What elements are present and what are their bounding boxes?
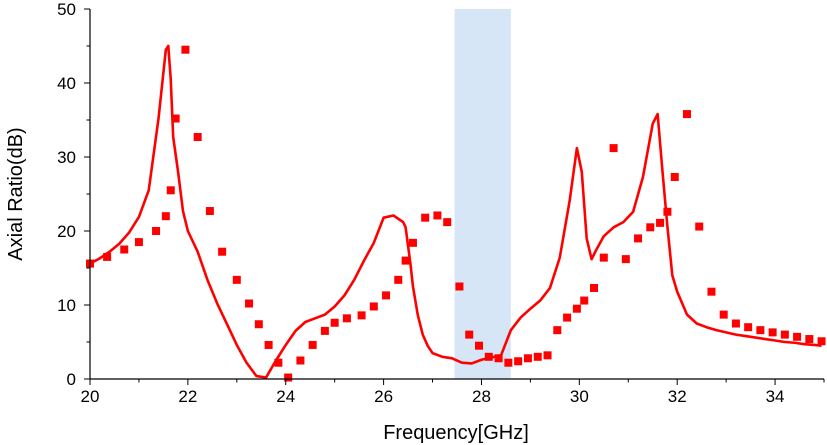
series-marker [719, 310, 728, 319]
series-marker [120, 245, 129, 254]
x-tick-label: 26 [374, 387, 393, 406]
y-tick-label: 20 [57, 222, 76, 241]
series-marker [590, 283, 599, 292]
y-tick-label: 0 [67, 370, 76, 389]
series-marker [218, 247, 227, 256]
series-layer [86, 44, 826, 382]
series-marker [103, 252, 112, 261]
series-marker [308, 340, 317, 349]
series-marker [682, 110, 691, 119]
series-marker [152, 227, 161, 235]
series-marker [443, 218, 452, 227]
series-marker [330, 318, 339, 327]
x-tick-label: 20 [81, 387, 100, 406]
series-marker [421, 213, 430, 222]
series-marker [533, 352, 542, 361]
x-tick-label: 32 [668, 387, 687, 406]
x-tick-label: 28 [472, 387, 491, 406]
series-marker [805, 335, 814, 344]
series-marker [695, 222, 704, 231]
highlight-band-layer [454, 9, 511, 379]
series-marker [394, 275, 403, 284]
series-marker [580, 296, 589, 305]
series-marker [357, 311, 366, 320]
x-tick-label: 22 [178, 387, 197, 406]
series-marker [599, 253, 608, 262]
series-marker [134, 238, 143, 247]
series-marker [572, 304, 581, 313]
x-axis-title: Frequency[GHz] [383, 422, 529, 444]
series-marker [670, 172, 679, 181]
series-line-0 [89, 44, 822, 379]
series-marker [455, 282, 464, 291]
series-marker [780, 330, 789, 339]
series-marker [744, 323, 753, 332]
series-marker [731, 319, 740, 328]
series-marker [543, 351, 552, 360]
series-marker [707, 287, 716, 296]
series-marker [553, 326, 562, 335]
series-marker [817, 337, 826, 346]
series-marker [634, 234, 643, 243]
series-marker [264, 340, 273, 349]
series-marker [465, 330, 474, 339]
series-marker [181, 45, 190, 54]
series-marker [609, 144, 618, 153]
x-tick-label: 30 [570, 387, 589, 406]
series-marker [171, 114, 180, 123]
series-marker [193, 133, 202, 142]
tick-labels-layer: 20 22 24 26 28 30 32 34 0 10 20 30 40 50 [57, 0, 784, 406]
series-marker [663, 207, 672, 216]
series-marker [768, 328, 777, 337]
y-tick-label: 40 [57, 74, 76, 93]
axes-layer [84, 8, 825, 385]
series-marker [232, 275, 241, 284]
series-marker [254, 320, 263, 329]
series-marker [382, 291, 391, 300]
series-marker [523, 354, 532, 363]
series-marker [369, 302, 378, 311]
series-marker [514, 357, 523, 366]
series-marker [245, 299, 254, 308]
x-tick-label: 34 [766, 387, 785, 406]
series-marker [793, 332, 802, 341]
y-tick-label: 30 [57, 148, 76, 167]
series-marker [161, 212, 170, 221]
y-axis-title: Axial Ratio(dB) [5, 127, 27, 260]
series-marker [475, 341, 484, 350]
series-marker [342, 314, 351, 323]
y-tick-label: 50 [57, 0, 76, 19]
highlight-band [454, 9, 511, 379]
series-marker [756, 326, 765, 335]
series-marker [656, 218, 665, 227]
series-marker [484, 352, 493, 361]
series-marker [563, 313, 572, 322]
y-tick-label: 10 [57, 296, 76, 315]
series-marker [284, 373, 293, 382]
series-marker [433, 211, 442, 220]
series-marker [504, 358, 513, 367]
series-marker [296, 356, 305, 365]
series-marker [408, 238, 417, 247]
series-marker [494, 354, 503, 363]
series-marker [320, 326, 329, 335]
series-marker [166, 186, 175, 195]
series-marker [401, 256, 410, 265]
series-marker [274, 358, 283, 367]
series-marker [621, 255, 630, 264]
series-marker [205, 207, 214, 216]
series-marker [646, 223, 655, 232]
x-tick-label: 24 [276, 387, 295, 406]
